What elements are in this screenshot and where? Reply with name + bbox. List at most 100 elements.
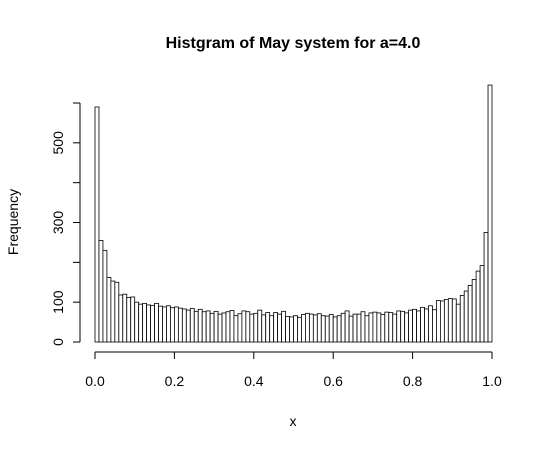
bar — [217, 313, 223, 343]
x-tick-label: 0.8 — [403, 373, 423, 389]
bar — [475, 270, 481, 343]
bar — [273, 312, 279, 343]
y-tick-label: 300 — [50, 211, 66, 235]
bar — [177, 307, 183, 343]
bar — [158, 305, 163, 343]
bar — [189, 308, 195, 343]
bar — [356, 313, 362, 343]
bar — [412, 308, 417, 343]
x-axis-label: x — [290, 413, 297, 429]
bar — [170, 307, 175, 343]
bar — [110, 280, 116, 343]
bar — [269, 315, 275, 343]
bar — [197, 308, 203, 343]
bar — [118, 294, 124, 343]
bar — [312, 314, 318, 343]
y-tick-label: 100 — [50, 290, 66, 314]
bar — [471, 279, 477, 343]
bar — [439, 300, 445, 343]
bar — [98, 240, 104, 343]
bar — [408, 309, 414, 343]
bar — [162, 306, 167, 343]
bar — [320, 315, 326, 343]
bar — [285, 316, 290, 343]
bar — [261, 314, 267, 343]
bar — [205, 310, 211, 343]
bar — [114, 281, 120, 343]
x-tick-label: 0.6 — [323, 373, 343, 389]
bar — [166, 305, 171, 343]
bar — [265, 312, 271, 343]
bar — [316, 313, 322, 343]
y-axis-label: Frequency — [5, 189, 21, 255]
bar — [396, 310, 402, 343]
bar — [483, 232, 489, 343]
bar — [368, 312, 374, 343]
bar — [376, 312, 382, 343]
bar — [289, 316, 294, 343]
bar — [308, 313, 314, 343]
bar — [122, 293, 128, 343]
bar — [225, 311, 231, 343]
bar — [209, 312, 215, 343]
bar — [372, 311, 378, 343]
bar — [392, 313, 398, 343]
bar — [352, 313, 358, 343]
bar — [293, 315, 298, 343]
bar — [150, 304, 155, 343]
bar — [336, 315, 342, 343]
bar — [233, 315, 239, 343]
bar — [142, 302, 148, 343]
bar — [229, 310, 235, 343]
bar — [241, 310, 247, 343]
bar — [253, 312, 259, 343]
bar — [451, 298, 457, 343]
bar — [281, 310, 286, 343]
bar — [428, 305, 433, 343]
bar — [420, 306, 425, 343]
bar — [154, 302, 159, 343]
x-tick-label: 0.2 — [165, 373, 185, 389]
bar — [305, 312, 310, 343]
bar — [447, 298, 453, 343]
bar — [332, 316, 338, 343]
bar — [328, 314, 334, 343]
bar — [106, 277, 112, 343]
bar — [134, 301, 140, 343]
bar — [181, 308, 187, 343]
bar — [257, 309, 263, 343]
x-tick-label: 1.0 — [482, 373, 502, 389]
bar — [173, 306, 179, 343]
bar — [432, 309, 437, 343]
bar — [479, 265, 485, 343]
chart-title: Histgram of May system for a=4.0 — [166, 35, 421, 52]
bar — [459, 294, 465, 343]
y-tick-label: 500 — [50, 131, 66, 155]
bar — [324, 315, 330, 343]
bar — [237, 313, 243, 343]
bar — [245, 311, 251, 343]
bar — [416, 310, 421, 343]
bar — [380, 314, 386, 343]
bar — [185, 309, 191, 343]
bar — [297, 316, 302, 343]
bar — [94, 106, 100, 343]
bar — [455, 303, 461, 343]
bar — [301, 314, 306, 343]
bar — [436, 300, 441, 343]
bar — [249, 313, 255, 343]
bar — [463, 290, 469, 343]
bar — [193, 310, 199, 343]
x-tick-label: 0.4 — [244, 373, 264, 389]
bar — [400, 310, 406, 343]
bar — [146, 304, 151, 343]
bar — [126, 296, 132, 343]
bar — [487, 84, 493, 343]
bar — [130, 296, 136, 343]
bar — [213, 310, 219, 343]
bar — [221, 312, 227, 343]
bar — [340, 312, 346, 343]
bar — [360, 311, 366, 343]
bar — [344, 310, 350, 343]
